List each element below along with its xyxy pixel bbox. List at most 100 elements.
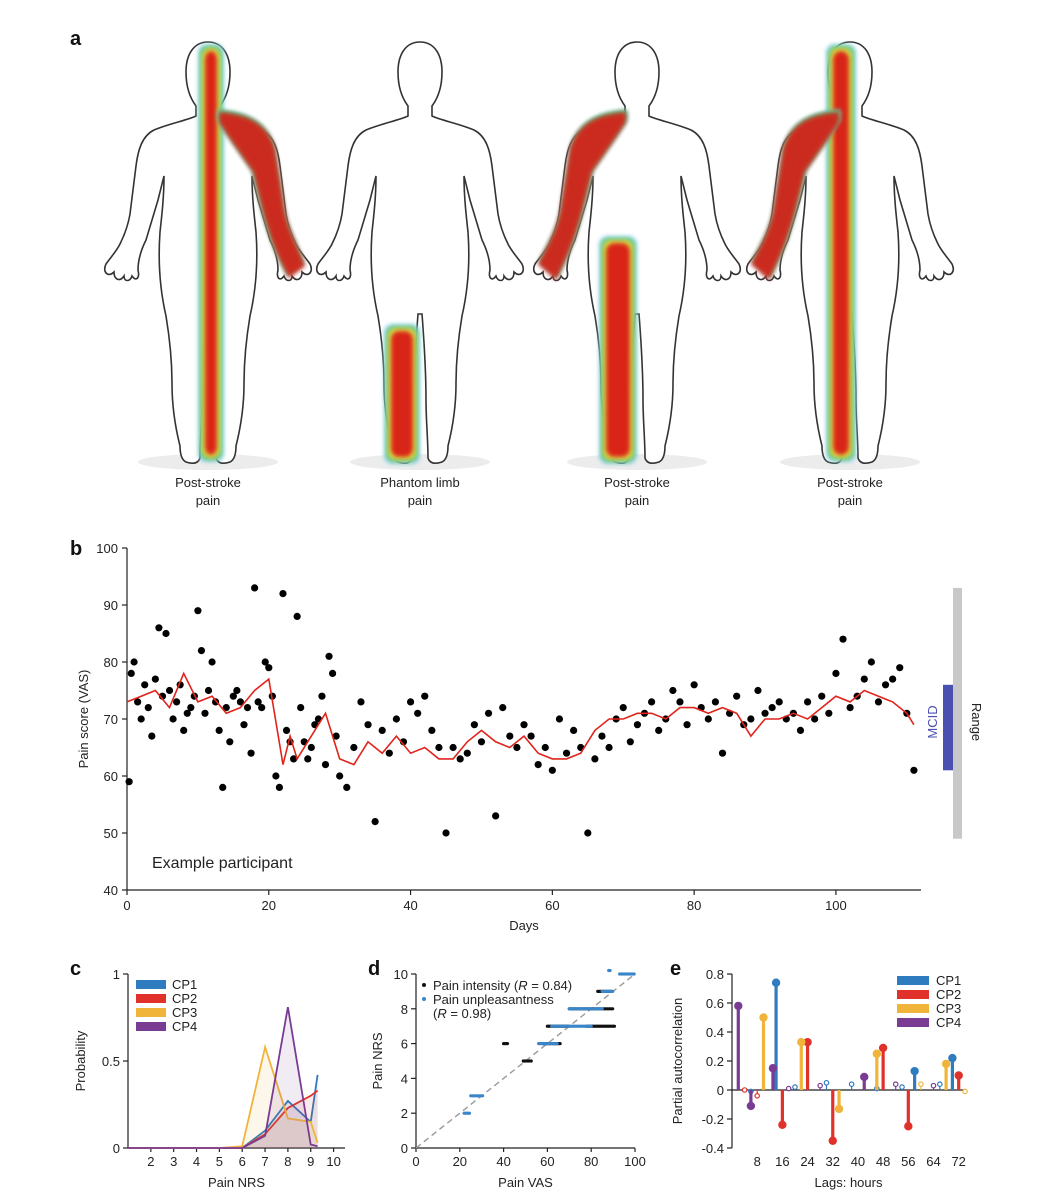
body-figure-1: Post-stroke pain — [103, 41, 313, 508]
body-label-line1: Post-stroke — [175, 475, 241, 490]
y-tick-label-b: 40 — [104, 883, 118, 898]
x-tick-label-b: 100 — [825, 898, 847, 913]
data-point — [600, 1007, 604, 1011]
data-point — [279, 590, 287, 598]
panel-letter-a: a — [70, 28, 82, 50]
y-axis-label-d: Pain NRS — [370, 1032, 385, 1089]
data-point — [261, 658, 269, 666]
heat-region — [219, 112, 305, 278]
x-tick-label-d: 60 — [540, 1154, 554, 1169]
data-point — [243, 704, 252, 712]
data-point — [548, 766, 556, 774]
data-point — [236, 698, 245, 706]
body-shadow — [350, 454, 490, 470]
legend-unpleasant-label-1: Pain unpleasantness — [433, 992, 554, 1007]
data-point — [435, 743, 443, 752]
x-tick-label-e: 32 — [826, 1154, 840, 1169]
body-figure-2: Phantom limb pain — [315, 41, 525, 508]
data-point — [506, 732, 514, 740]
data-point — [222, 704, 230, 712]
chart-e: -0.4 -0.2 0 0.2 0.4 0.6 0.8 8 16 24 32 40 48 56 64 72 La… — [670, 967, 968, 1190]
body-label-line2: pain — [196, 493, 221, 508]
data-point — [421, 692, 429, 700]
panel-letter-c: c — [70, 958, 81, 980]
legend-label-cp2: CP2 — [172, 991, 197, 1006]
data-point — [180, 726, 188, 735]
panel-b: b 40 50 60 70 80 90 100 0 20 40 60 80 100 Days Pain sc… — [70, 538, 984, 933]
y-tick-label-b: 80 — [104, 655, 118, 670]
data-point — [392, 715, 400, 723]
example-participant-annotation: Example participant — [152, 855, 293, 872]
data-point — [141, 681, 149, 689]
y-axis-label-e: Partial autocorrelation — [670, 998, 685, 1124]
x-axis-label-d: Pain VAS — [498, 1175, 553, 1190]
data-point — [297, 704, 305, 712]
x-tick-label-c: 3 — [170, 1154, 177, 1169]
stem-head-cp3 — [834, 1104, 844, 1114]
stem-head-cp2 — [778, 1120, 787, 1130]
body-label-line1: Phantom limb — [380, 475, 459, 490]
data-point — [318, 692, 326, 700]
data-point — [477, 738, 486, 746]
data-point — [811, 715, 819, 723]
data-point — [598, 732, 606, 740]
y-tick-label-c: 0 — [113, 1141, 120, 1156]
series-area-cp4 — [128, 1007, 318, 1148]
data-point — [676, 698, 684, 706]
data-point — [669, 686, 677, 695]
data-point — [470, 721, 478, 729]
y-tick-label-d: 10 — [394, 967, 408, 982]
data-point — [127, 669, 135, 678]
stem-head-cp4 — [785, 1085, 792, 1092]
x-tick-label-e: 56 — [901, 1154, 915, 1169]
stem-head-cp1 — [910, 1066, 919, 1076]
y-tick-label-e: 0.6 — [706, 996, 724, 1011]
y-tick-label-e: -0.4 — [702, 1141, 724, 1156]
data-point — [414, 709, 422, 717]
data-point — [336, 772, 344, 780]
data-point — [839, 635, 847, 643]
data-point — [215, 726, 223, 735]
data-point — [197, 647, 206, 655]
stem-head-cp2 — [754, 1093, 760, 1099]
x-tick-label-b: 80 — [687, 898, 701, 913]
stem-head-cp3 — [962, 1088, 968, 1095]
data-point — [612, 1024, 617, 1028]
series-area-cp3 — [128, 1047, 318, 1148]
data-point — [201, 709, 209, 717]
legend-unpleasant-label-2: (R = 0.98) — [433, 1006, 491, 1021]
x-axis-label-e: Lags: hours — [815, 1175, 883, 1190]
data-point — [289, 755, 298, 763]
data-point — [605, 743, 613, 752]
legend-label-cp1: CP1 — [172, 977, 197, 992]
x-tick-label-b: 40 — [403, 898, 417, 913]
identity-line — [415, 973, 636, 1149]
x-tick-label-e: 64 — [926, 1154, 940, 1169]
legend-swatch-cp3 — [136, 1008, 166, 1017]
data-point — [867, 658, 875, 666]
x-tick-label-d: 40 — [496, 1154, 510, 1169]
data-point — [690, 681, 698, 689]
data-point — [332, 732, 340, 740]
legend-swatch-e-cp2 — [897, 990, 929, 999]
data-point — [275, 783, 284, 792]
chart-b: 40 50 60 70 80 90 100 0 20 40 60 80 100 Days Pain scor… — [76, 541, 984, 933]
data-point — [505, 1042, 510, 1046]
panel-letter-e: e — [670, 958, 681, 980]
stem-head-cp3 — [872, 1049, 882, 1058]
x-axis-label-c: Pain NRS — [208, 1175, 265, 1190]
x-tick-label-e: 72 — [951, 1154, 965, 1169]
data-point — [208, 658, 216, 666]
data-point — [162, 629, 170, 638]
data-point — [194, 607, 202, 615]
data-point — [747, 715, 755, 723]
data-point — [711, 698, 720, 706]
x-tick-label-c: 10 — [326, 1154, 340, 1169]
heat-region — [391, 331, 413, 457]
y-tick-label-d: 0 — [401, 1141, 408, 1156]
data-point — [187, 704, 195, 712]
data-point — [307, 743, 315, 752]
data-point — [562, 749, 571, 757]
